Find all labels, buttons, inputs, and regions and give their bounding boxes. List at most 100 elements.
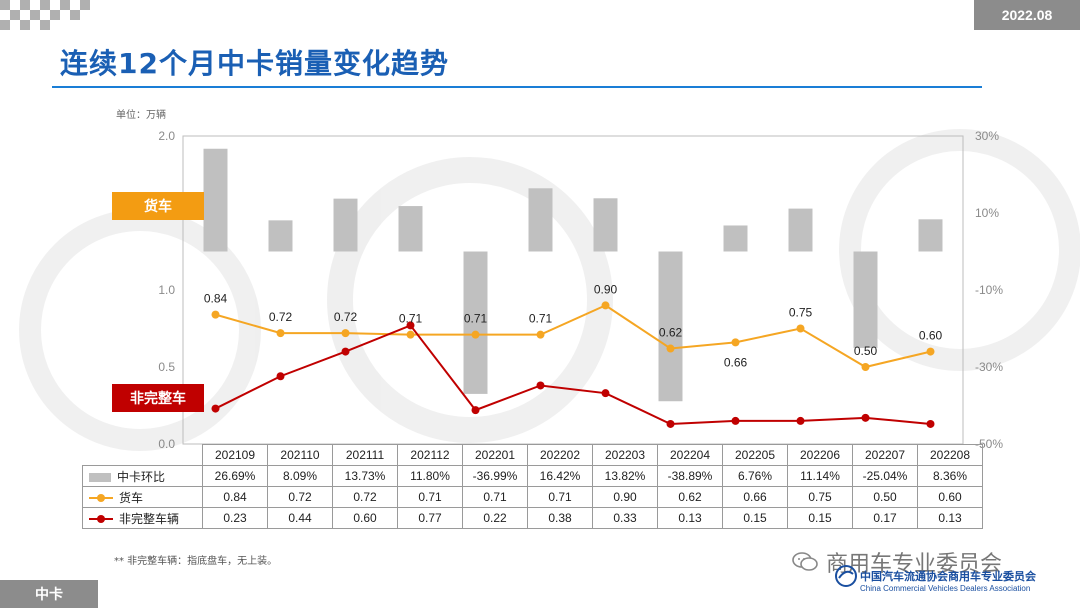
- truck-data-label: 0.71: [464, 312, 488, 326]
- truck-data-point: [536, 330, 545, 339]
- checker-pattern-decoration: [0, 0, 90, 30]
- table-cell: 0.50: [852, 486, 918, 508]
- table-column-header: 202208: [917, 444, 983, 466]
- mom-bar: [788, 208, 813, 252]
- table-cell: 26.69%: [202, 465, 268, 487]
- truck-data-label: 0.72: [334, 310, 358, 324]
- table-column-header: 202110: [267, 444, 333, 466]
- truck-data-label: 0.72: [269, 310, 293, 324]
- table-cell: 0.72: [267, 486, 333, 508]
- mom-bar: [463, 251, 488, 394]
- chassis-data-point: [406, 321, 415, 330]
- truck-data-label: 0.50: [854, 344, 878, 358]
- table-column-header: 202204: [657, 444, 723, 466]
- truck-data-label: 0.75: [789, 306, 813, 320]
- chassis-data-point: [536, 381, 545, 390]
- mom-bar: [723, 225, 748, 252]
- truck-data-label: 0.71: [399, 312, 423, 326]
- table-column-header: 202109: [202, 444, 268, 466]
- unit-label: 单位：万辆: [116, 110, 166, 121]
- table-cell: 0.71: [397, 486, 463, 508]
- table-cell: 0.17: [852, 507, 918, 529]
- series-label: 中卡环比: [117, 469, 166, 484]
- table-cell: -38.89%: [657, 465, 723, 487]
- table-header-row: 202109 202110 202111 202112 202201 202202 2022…: [82, 444, 983, 466]
- truck-data-label: 0.71: [529, 312, 553, 326]
- y-right-tick-label: 10%: [975, 206, 999, 220]
- chassis-data-point: [731, 416, 740, 425]
- table-cell: 11.80%: [397, 465, 463, 487]
- truck-data-point: [731, 338, 740, 347]
- table-cell: 0.75: [787, 486, 853, 508]
- table-row-truck: 货车 0.84 0.72 0.72 0.71 0.71 0.71 0.90 0.62 0.66 0…: [82, 486, 983, 508]
- section-tag: 中卡: [0, 580, 98, 608]
- table-cell: 0.13: [657, 507, 723, 529]
- table-cell: 0.71: [527, 486, 593, 508]
- table-cell: 0.77: [397, 507, 463, 529]
- chassis-data-point: [276, 372, 285, 381]
- table-cell: 13.73%: [332, 465, 398, 487]
- truck-data-label: 0.60: [919, 329, 943, 343]
- table-column-header: 202112: [397, 444, 463, 466]
- y-left-tick-label: 0.5: [158, 360, 175, 374]
- chassis-series-line: [215, 324, 931, 425]
- truck-data-label: 0.66: [724, 355, 748, 369]
- chassis-data-point: [601, 389, 610, 398]
- truck-legend-swatch: [89, 494, 113, 503]
- association-name-cn: 中国汽车流通协会商用车专业委员会: [860, 570, 1036, 583]
- table-cell: -36.99%: [462, 465, 528, 487]
- table-cell: 0.60: [332, 507, 398, 529]
- chassis-data-point: [211, 404, 220, 413]
- table-row-mid-truck-mom: 中卡环比 26.69% 8.09% 13.73% 11.80% -36.99% 16.42…: [82, 465, 983, 487]
- table-column-header: 202203: [592, 444, 658, 466]
- table-cell: 0.38: [527, 507, 593, 529]
- series-label: 货车: [119, 490, 144, 505]
- chassis-legend-swatch: [89, 515, 113, 524]
- table-column-header: 202201: [462, 444, 528, 466]
- table-cell: -25.04%: [852, 465, 918, 487]
- table-cell: 0.60: [917, 486, 983, 508]
- table-cell: 0.72: [332, 486, 398, 508]
- chassis-data-point: [471, 406, 480, 415]
- truck-data-point: [211, 310, 220, 319]
- chassis-data-point: [796, 416, 805, 425]
- chassis-data-point: [341, 347, 350, 356]
- table-column-header: 202206: [787, 444, 853, 466]
- association-name-en: China Commercial Vehicles Dealers Associ…: [860, 584, 1031, 593]
- table-column-header: 202202: [527, 444, 593, 466]
- table-cell: 0.62: [657, 486, 723, 508]
- mom-bar: [918, 219, 943, 252]
- table-cell: 0.44: [267, 507, 333, 529]
- truck-series-line: [215, 304, 931, 369]
- mom-bar: [333, 198, 358, 252]
- chassis-data-point: [666, 419, 675, 428]
- table-cell: 0.23: [202, 507, 268, 529]
- table-cell: 0.33: [592, 507, 658, 529]
- table-cell: 0.84: [202, 486, 268, 508]
- truck-data-point: [471, 330, 480, 339]
- table-cell: 8.09%: [267, 465, 333, 487]
- y-left-tick-label: 2.0: [158, 129, 175, 143]
- truck-data-label: 0.90: [594, 282, 618, 296]
- truck-data-point: [601, 301, 610, 310]
- truck-data-point: [796, 324, 805, 333]
- table-column-header: 202111: [332, 444, 398, 466]
- y-right-tick-label: -30%: [975, 360, 1003, 374]
- table-cell: 0.90: [592, 486, 658, 508]
- bar-legend-swatch: [89, 472, 111, 482]
- wechat-icon: [792, 552, 818, 571]
- mom-bar: [268, 220, 293, 252]
- table-cell: 8.36%: [917, 465, 983, 487]
- mom-bar: [853, 251, 878, 348]
- chassis-series-tag: 非完整车: [112, 384, 204, 412]
- y-right-tick-label: 30%: [975, 129, 999, 143]
- table-cell: 0.15: [787, 507, 853, 529]
- truck-data-point: [861, 363, 870, 371]
- table-cell: 16.42%: [527, 465, 593, 487]
- mom-bar: [658, 251, 683, 402]
- table-column-header: 202205: [722, 444, 788, 466]
- truck-data-point: [276, 329, 285, 338]
- y-left-tick-label: 1.0: [158, 283, 175, 297]
- table-cell: 0.66: [722, 486, 788, 508]
- title-divider: [52, 86, 982, 88]
